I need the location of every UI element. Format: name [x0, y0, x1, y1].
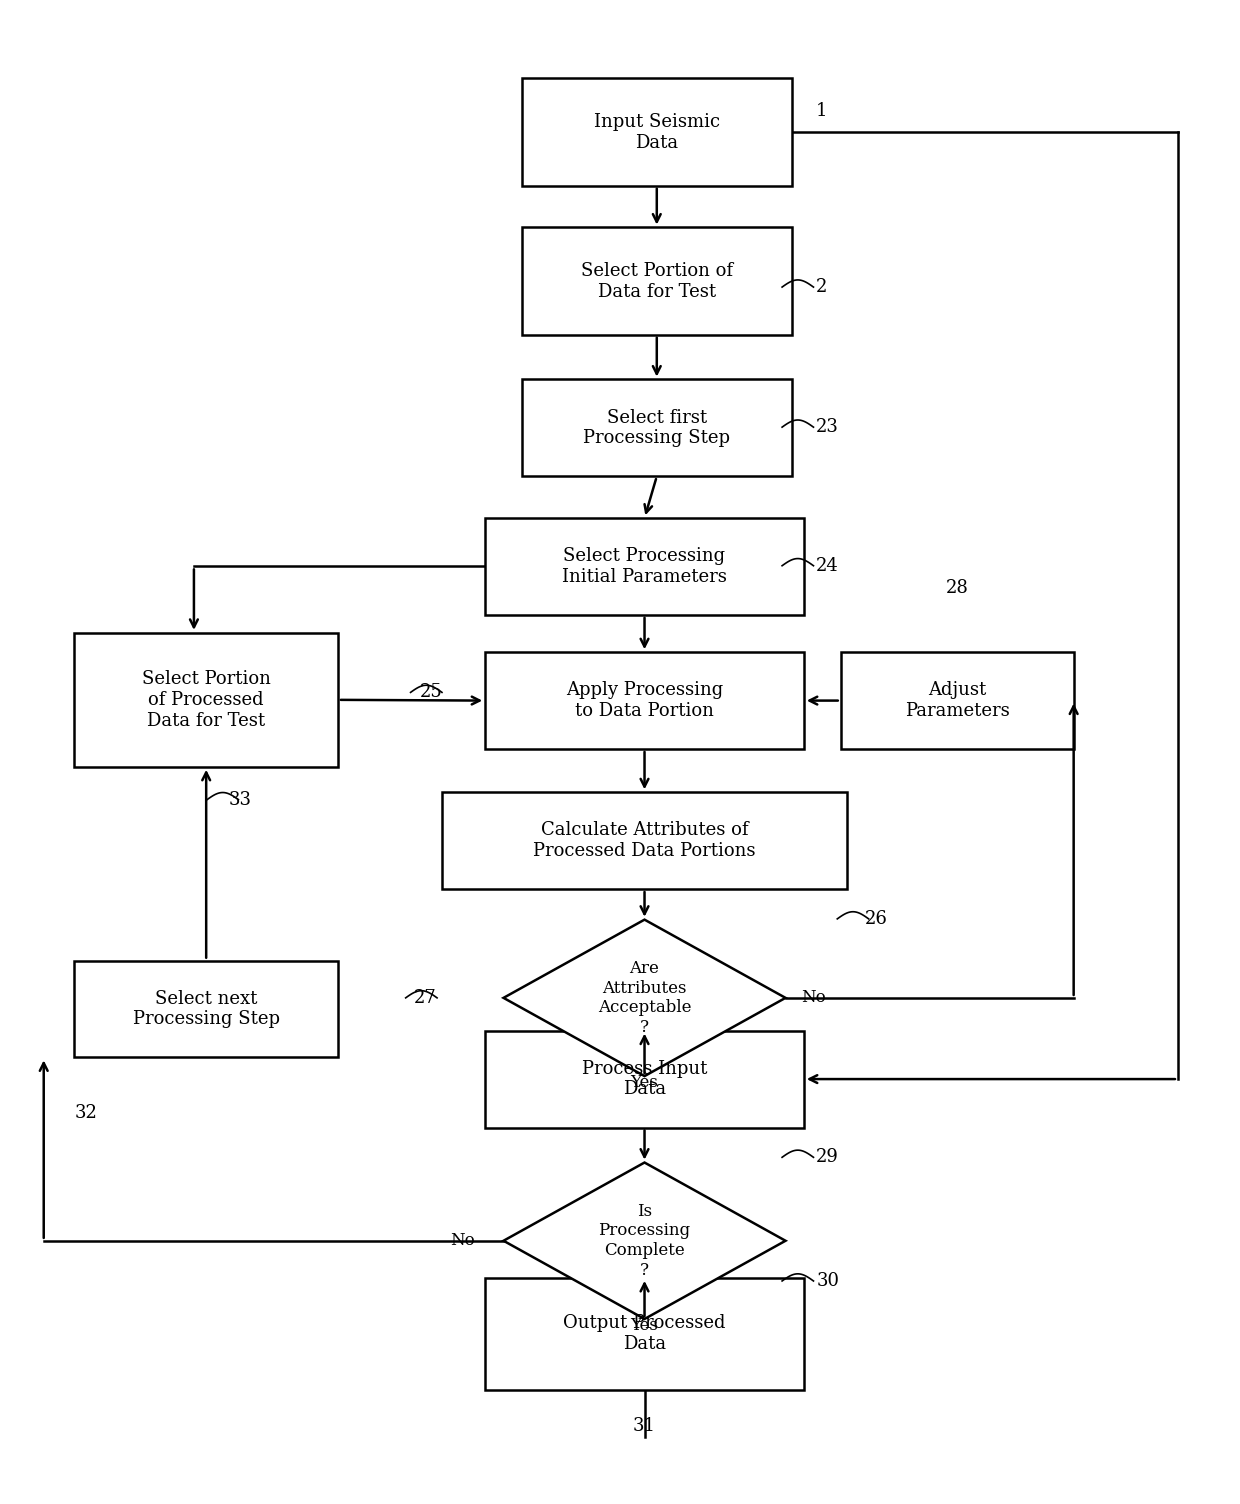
Text: Select Processing
Initial Parameters: Select Processing Initial Parameters [562, 547, 727, 587]
FancyBboxPatch shape [485, 517, 804, 615]
FancyBboxPatch shape [841, 653, 1074, 749]
Text: 33: 33 [228, 791, 252, 809]
Text: No: No [450, 1232, 475, 1250]
Text: Yes: Yes [631, 1318, 658, 1334]
FancyBboxPatch shape [522, 379, 791, 477]
Text: Select next
Processing Step: Select next Processing Step [133, 990, 280, 1029]
Text: Is
Processing
Complete
?: Is Processing Complete ? [599, 1203, 691, 1278]
Text: Output Processed
Data: Output Processed Data [563, 1314, 725, 1354]
Text: Calculate Attributes of
Processed Data Portions: Calculate Attributes of Processed Data P… [533, 821, 755, 860]
Text: 26: 26 [866, 910, 888, 928]
FancyBboxPatch shape [74, 961, 339, 1057]
Text: 24: 24 [816, 556, 839, 575]
Text: Select first
Processing Step: Select first Processing Step [583, 409, 730, 447]
FancyBboxPatch shape [74, 633, 339, 767]
Text: Select Portion
of Processed
Data for Test: Select Portion of Processed Data for Tes… [141, 671, 270, 729]
Text: 2: 2 [816, 278, 827, 296]
Text: 29: 29 [816, 1149, 839, 1166]
Polygon shape [503, 1163, 785, 1319]
Text: Input Seismic
Data: Input Seismic Data [594, 113, 720, 152]
FancyBboxPatch shape [485, 1030, 804, 1128]
Text: 28: 28 [946, 579, 968, 597]
Text: Apply Processing
to Data Portion: Apply Processing to Data Portion [565, 681, 723, 720]
FancyBboxPatch shape [485, 1278, 804, 1390]
Text: No: No [801, 990, 826, 1006]
Text: 31: 31 [634, 1417, 656, 1435]
Text: 32: 32 [74, 1104, 97, 1122]
Text: Select Portion of
Data for Test: Select Portion of Data for Test [580, 262, 733, 301]
FancyBboxPatch shape [522, 78, 791, 186]
FancyBboxPatch shape [522, 227, 791, 335]
Text: 1: 1 [816, 102, 827, 120]
Text: Process Input
Data: Process Input Data [582, 1060, 707, 1098]
Text: 27: 27 [413, 988, 436, 1006]
Text: Are
Attributes
Acceptable
?: Are Attributes Acceptable ? [598, 960, 691, 1036]
Polygon shape [503, 919, 785, 1075]
Text: 25: 25 [419, 683, 443, 701]
Text: 23: 23 [816, 418, 839, 436]
Text: Adjust
Parameters: Adjust Parameters [905, 681, 1009, 720]
FancyBboxPatch shape [443, 793, 847, 889]
FancyBboxPatch shape [485, 653, 804, 749]
Text: 30: 30 [816, 1272, 839, 1290]
Text: Yes: Yes [631, 1074, 658, 1092]
